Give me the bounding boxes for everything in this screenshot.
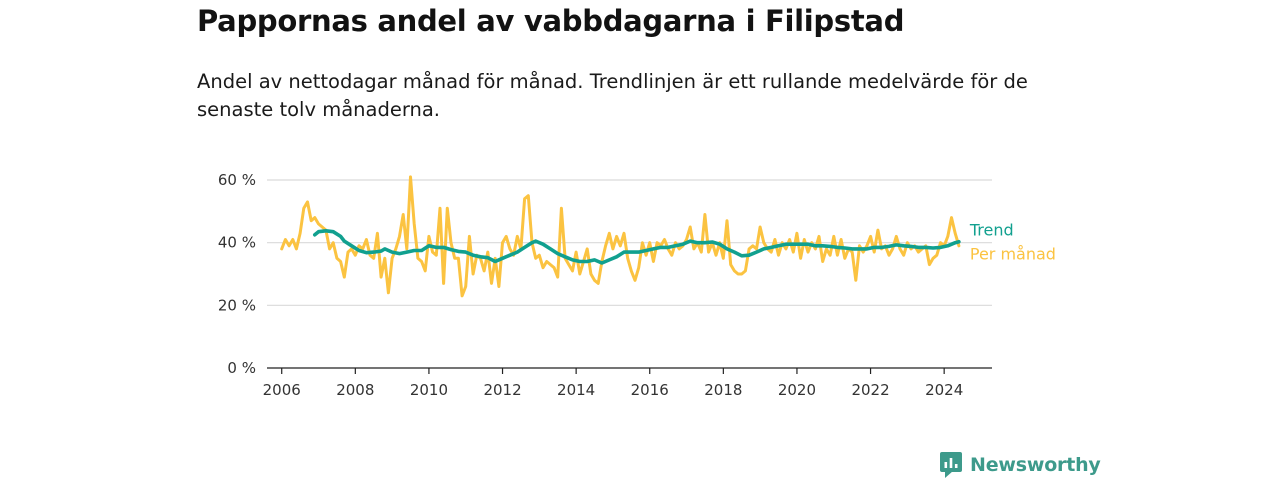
y-tick-label: 60 % [218,171,256,189]
y-tick-label: 40 % [218,234,256,252]
y-axis-ticks: 0 % 20 % 40 % 60 % [218,171,256,377]
line-chart: 0 % 20 % 40 % 60 % 2006 2008 2010 2012 2014 2016… [218,171,1056,399]
series-line-trend [313,229,961,265]
x-tick-label: 2010 [410,381,448,399]
x-axis-ticks: 2006 2008 2010 2012 2014 2016 2018 2020 2022 2024 [263,368,963,399]
x-tick-label: 2024 [925,381,963,399]
y-tick-label: 0 % [227,359,256,377]
x-tick-label: 2006 [263,381,301,399]
x-tick-label: 2022 [851,381,889,399]
series-line-per-manad [280,175,961,298]
x-tick-label: 2012 [483,381,521,399]
x-tick-label: 2018 [704,381,742,399]
x-tick-label: 2016 [631,381,669,399]
brand-name: Newsworthy [970,454,1101,476]
series-label-trend: Trend [969,221,1014,240]
brand-logo: Newsworthy [940,450,1101,480]
x-tick-label: 2008 [336,381,374,399]
series-label-per-manad: Per månad [970,245,1056,264]
chart-subtitle: Andel av nettodagar månad för månad. Tre… [197,70,1028,121]
x-tick-label: 2014 [557,381,595,399]
y-tick-label: 20 % [218,296,256,314]
series-layer [280,175,961,298]
newsworthy-logo-icon [940,452,962,478]
x-tick-label: 2020 [778,381,816,399]
chart-title: Pappornas andel av vabbdagarna i Filipst… [197,4,905,38]
series-labels: Per månad Trend [969,221,1056,264]
